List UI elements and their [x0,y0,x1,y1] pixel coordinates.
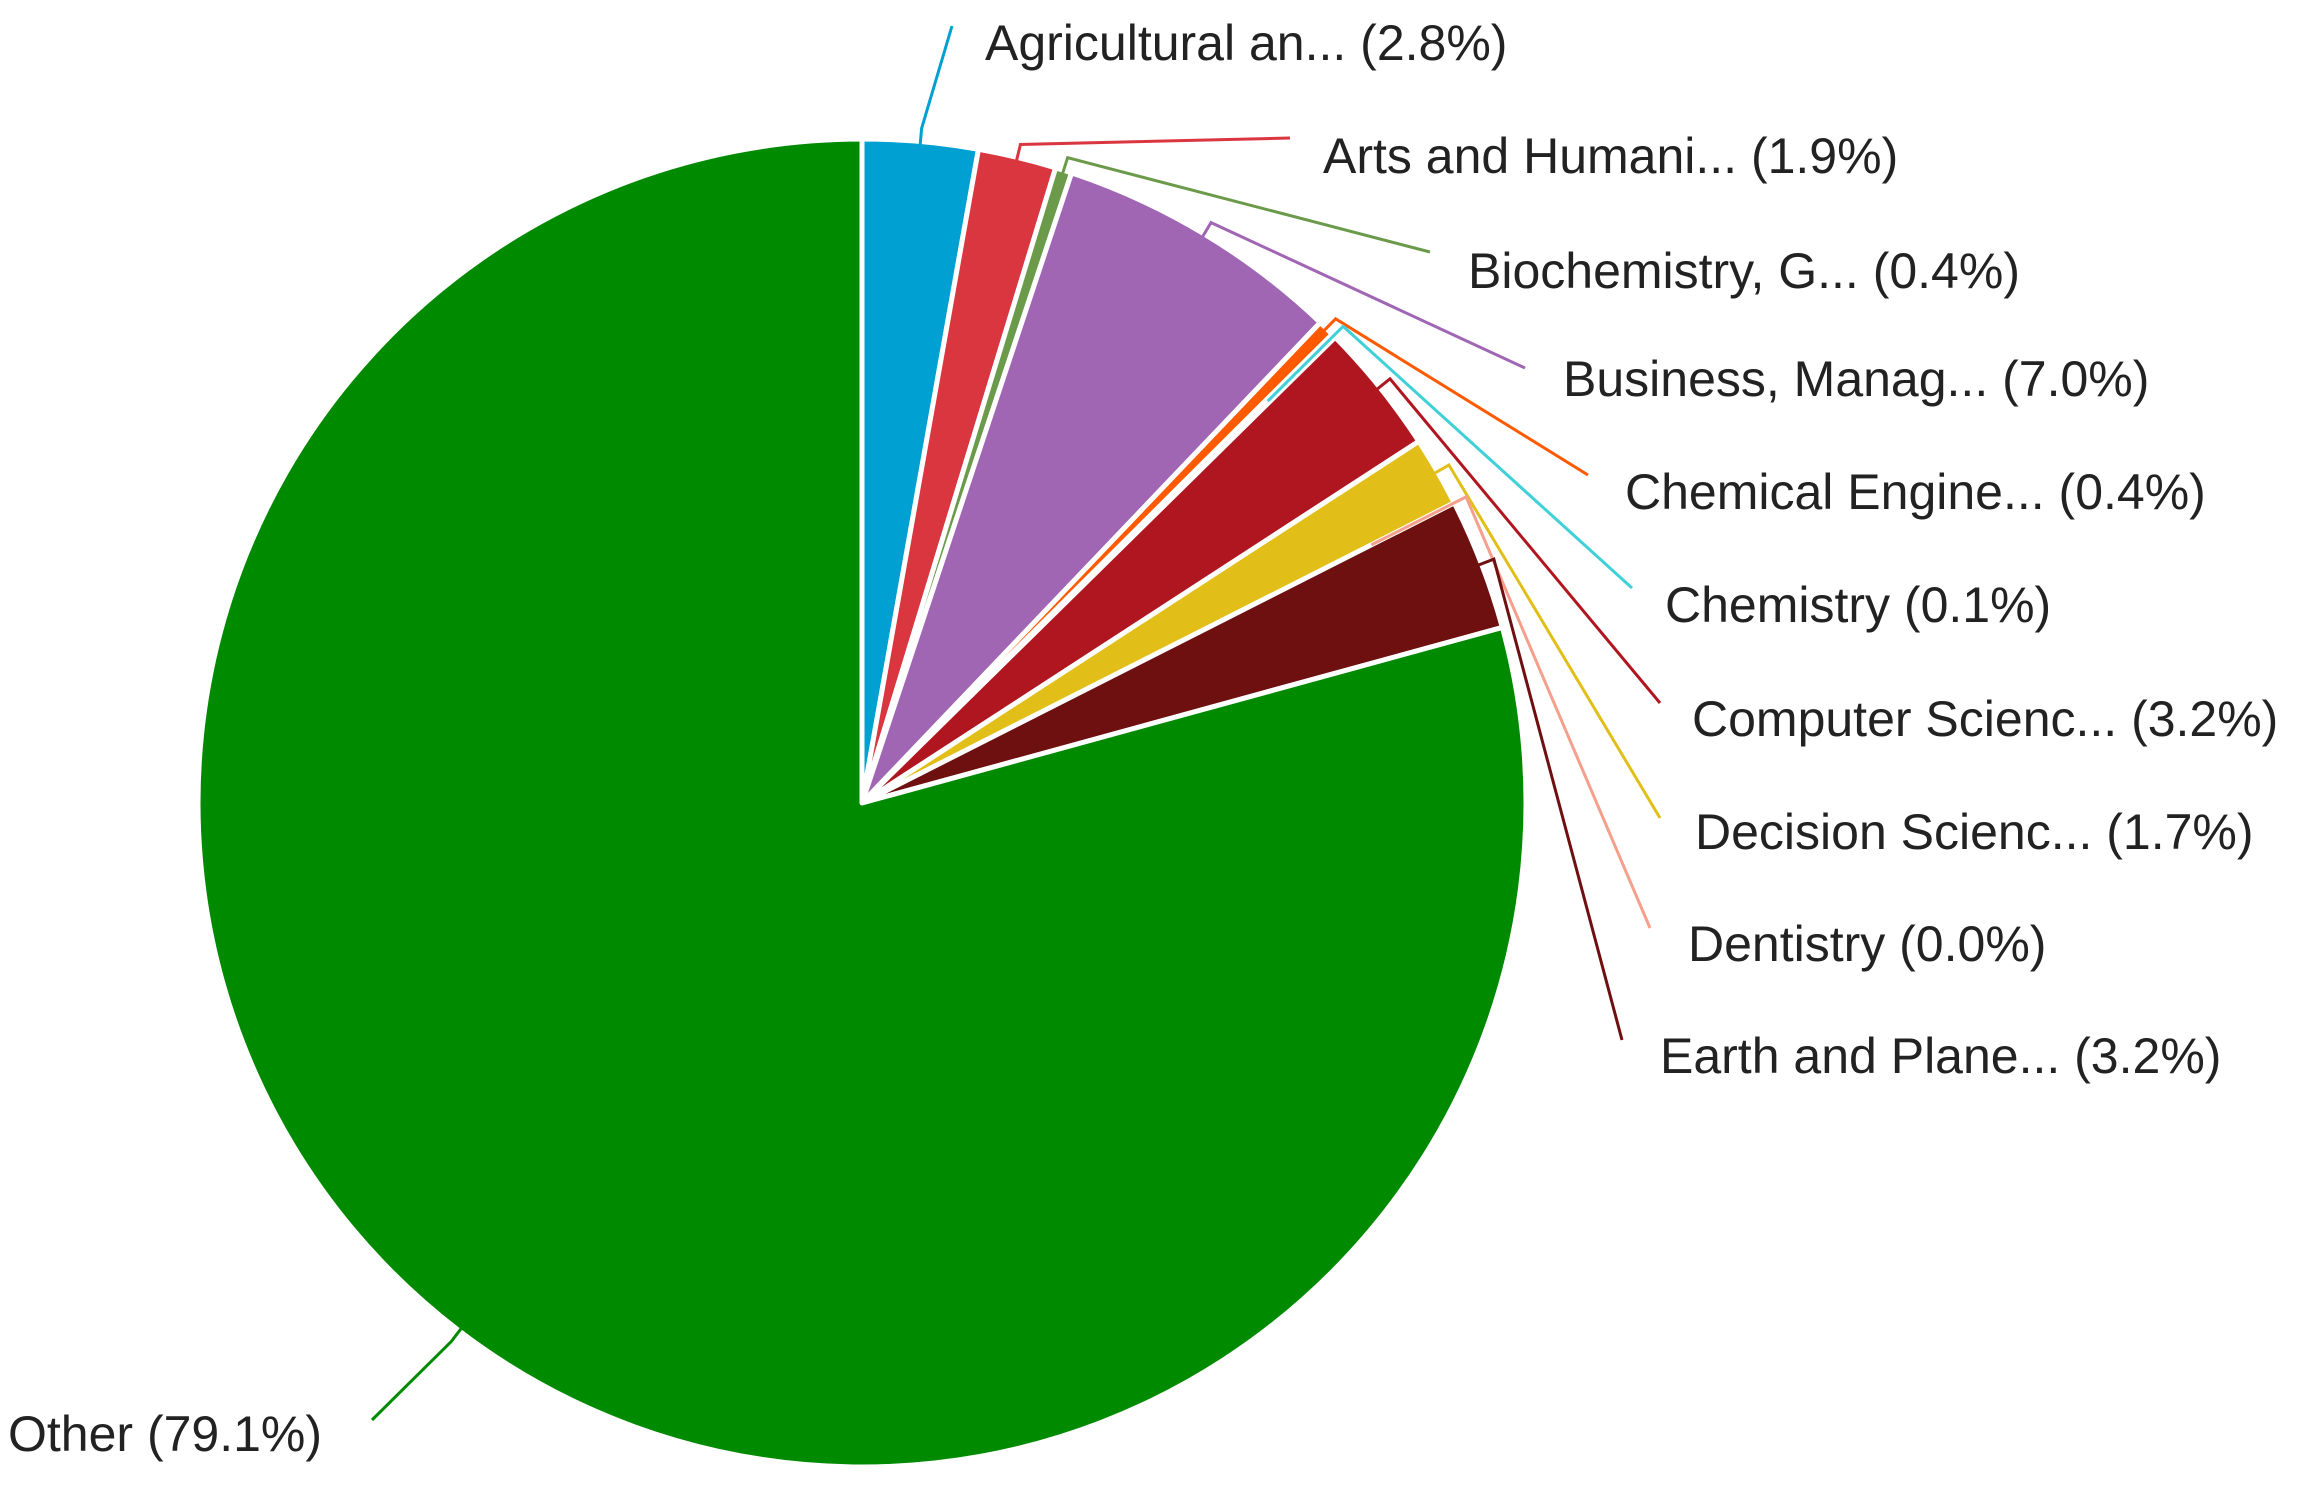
slice-label-business-manag: Business, Manag... (7.0%) [1563,351,2149,407]
slice-label-agricultural-an: Agricultural an... (2.8%) [985,15,1507,71]
slice-label-chemistry: Chemistry (0.1%) [1665,577,2051,633]
slice-label-biochemistry-g: Biochemistry, G... (0.4%) [1468,243,2020,299]
leader-line-business-manag [1155,220,1526,370]
slice-label-decision-scienc: Decision Scienc... (1.7%) [1695,804,2254,860]
slice-label-dentistry: Dentistry (0.0%) [1688,916,2046,972]
leader-lines-layer [370,25,1662,1422]
leader-line-chemical-engine [1260,316,1589,477]
leader-line-agricultural-an [910,25,954,235]
slice-label-earth-and-plane: Earth and Plane... (3.2%) [1660,1028,2221,1084]
slice-label-other: Other (79.1%) [8,1406,322,1462]
leader-line-other [370,1256,517,1422]
leader-line-dentistry [1370,494,1652,929]
slice-label-chemical-engine: Chemical Engine... (0.4%) [1625,464,2206,520]
leader-line-biochemistry-g [1033,155,1431,260]
labels-layer: Agricultural an... (2.8%) Arts and Humani… [8,15,2278,1462]
slice-label-computer-scienc: Computer Scienc... (3.2%) [1692,691,2278,747]
leader-line-arts-and-humani [994,136,1291,249]
leader-line-computer-scienc [1306,376,1662,704]
leader-line-decision-scienc [1356,462,1662,819]
leader-line-chemistry [1266,324,1634,590]
slice-label-arts-and-humani: Arts and Humani... (1.9%) [1323,128,1898,184]
slices-layer [195,136,1529,1470]
leader-line-earth-and-plane [1394,557,1624,1041]
